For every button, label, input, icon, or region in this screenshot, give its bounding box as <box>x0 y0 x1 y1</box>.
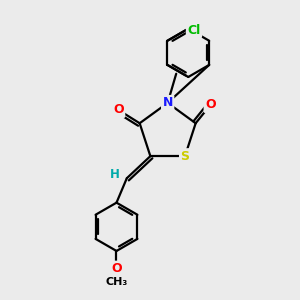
Text: O: O <box>111 262 122 275</box>
Text: H: H <box>110 168 119 181</box>
Text: CH₃: CH₃ <box>105 277 128 287</box>
Text: O: O <box>205 98 216 112</box>
Text: S: S <box>181 150 190 163</box>
Text: O: O <box>113 103 124 116</box>
Text: N: N <box>163 96 173 110</box>
Text: Cl: Cl <box>187 24 201 37</box>
